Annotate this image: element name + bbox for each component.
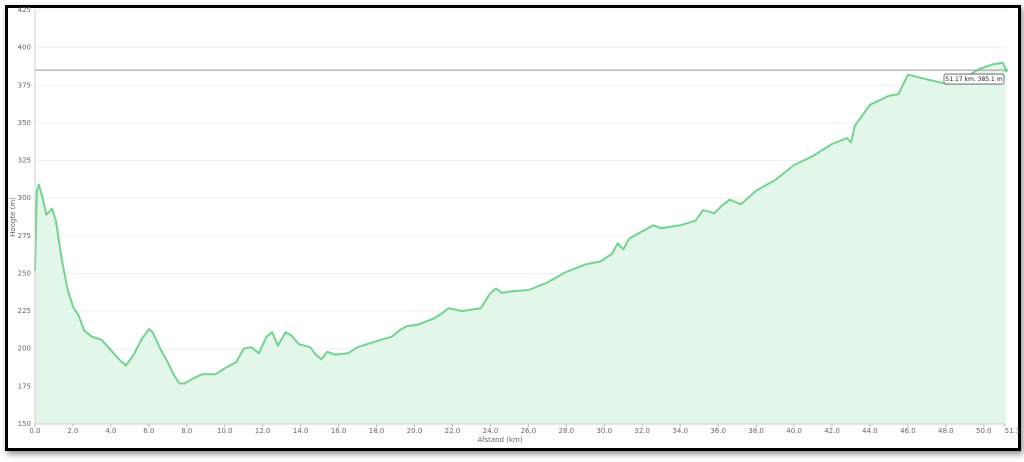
x-tick-label: 12.0 — [255, 427, 271, 435]
y-tick-label: 425 — [18, 6, 31, 14]
y-axis-label: Hoogte (m) — [9, 197, 17, 237]
x-tick-label: 16.0 — [331, 427, 347, 435]
x-tick-label: 8.0 — [181, 427, 192, 435]
x-tick-label: 24.0 — [483, 427, 499, 435]
x-tick-label: 42.0 — [824, 427, 840, 435]
x-axis-label: Afstand (km) — [477, 436, 522, 444]
y-tick-label: 275 — [18, 232, 31, 240]
y-tick-label: 325 — [18, 157, 31, 165]
y-tick-label: 250 — [18, 269, 31, 277]
y-tick-label: 175 — [18, 382, 31, 390]
y-tick-label: 300 — [18, 194, 31, 202]
x-tick-label: 46.0 — [900, 427, 916, 435]
x-tick-label: 34.0 — [672, 427, 688, 435]
x-tick-label: 18.0 — [369, 427, 385, 435]
x-tick-label: 20.0 — [407, 427, 423, 435]
x-tick-label: 26.0 — [521, 427, 537, 435]
x-tick-label: 4.0 — [105, 427, 116, 435]
y-tick-label: 350 — [18, 119, 31, 127]
x-tick-label: 48.0 — [938, 427, 954, 435]
x-tick-label: 6.0 — [143, 427, 154, 435]
x-tick-label: 32.0 — [634, 427, 650, 435]
tooltip-box — [943, 73, 1005, 85]
area — [35, 62, 1006, 424]
x-tick-label: 36.0 — [710, 427, 726, 435]
x-tick-label: 51.1 — [1005, 427, 1021, 435]
y-tick-label: 400 — [18, 44, 31, 52]
x-tick-label: 44.0 — [862, 427, 878, 435]
x-tick-label: 40.0 — [786, 427, 802, 435]
y-tick-label: 150 — [18, 420, 31, 428]
line — [34, 61, 1007, 385]
y-tick-label: 375 — [18, 81, 31, 89]
hover-point — [1004, 68, 1008, 73]
y-tick-label: 200 — [18, 345, 31, 353]
x-tick-label: 30.0 — [596, 427, 612, 435]
x-tick-label: 10.0 — [217, 427, 233, 435]
x-tick-label: 2.0 — [67, 427, 78, 435]
x-tick-label: 38.0 — [748, 427, 764, 435]
x-tick-label: 0.0 — [29, 427, 40, 435]
x-tick-label: 50.0 — [976, 427, 992, 435]
x-tick-label: 28.0 — [559, 427, 575, 435]
x-tick-label: 22.0 — [445, 427, 461, 435]
y-tick-label: 225 — [18, 307, 31, 315]
x-tick-label: 14.0 — [293, 427, 309, 435]
tooltip-label: 51.17 km, 385.1 m — [945, 76, 1002, 83]
